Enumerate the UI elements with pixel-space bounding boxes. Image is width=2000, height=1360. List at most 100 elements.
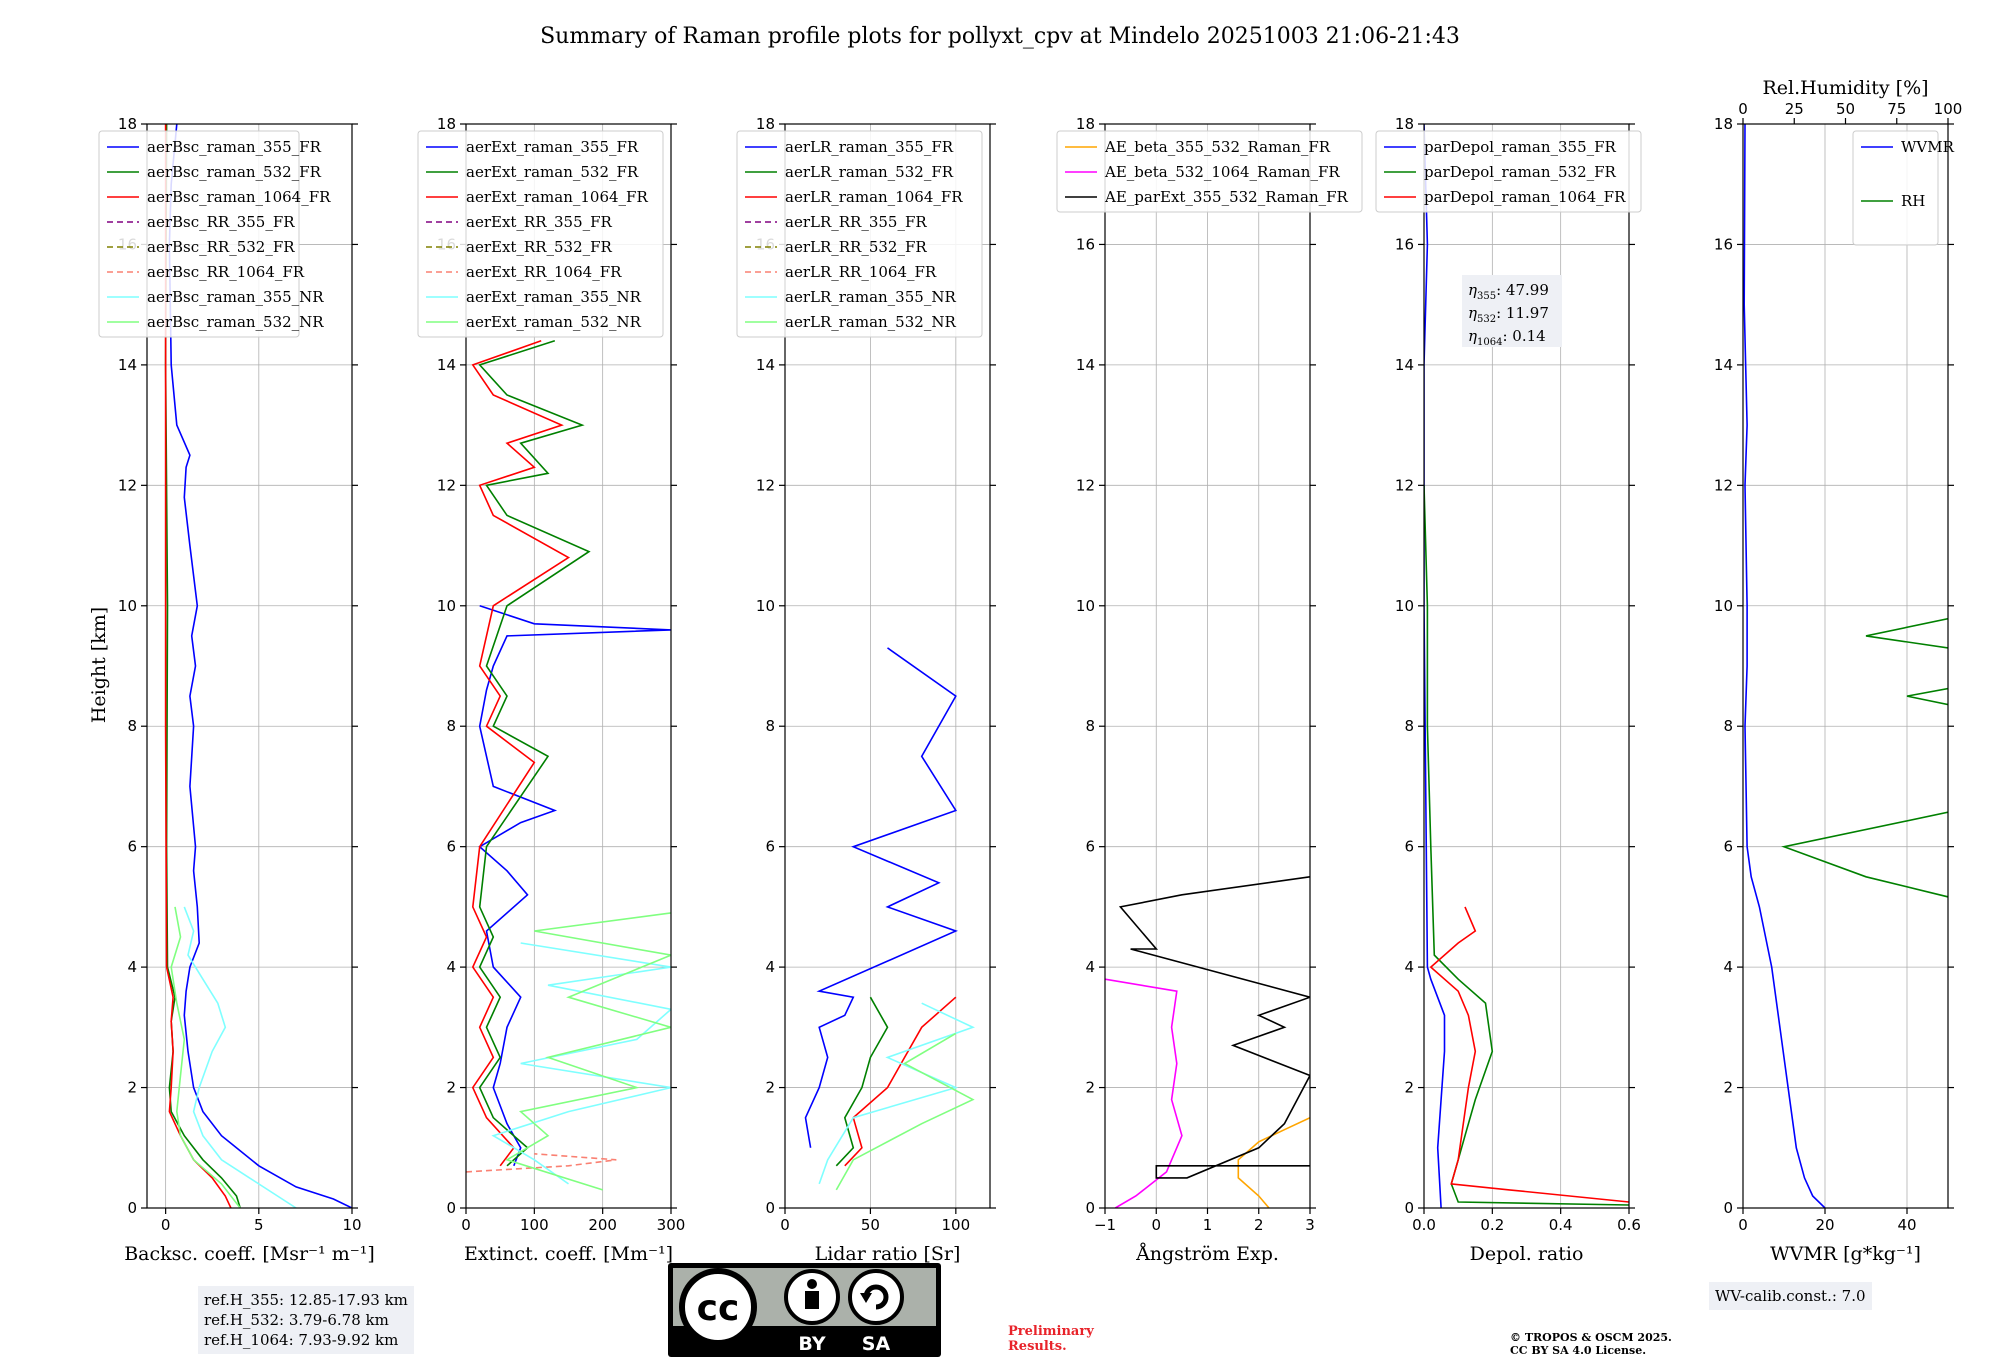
y-tick-label: 14 (1714, 356, 1733, 374)
y-tick-label: 4 (1085, 958, 1095, 976)
x-tick-label: 1 (1203, 1216, 1213, 1234)
legend-label: parDepol_raman_355_FR (1424, 138, 1617, 156)
y-tick-label: 2 (127, 1079, 137, 1097)
legend: aerBsc_raman_355_FR aerBsc_raman_532_FRae… (98, 130, 331, 338)
series-line-parDepol_raman_355_FR (1424, 124, 1446, 1208)
series-line-aerLR_raman_355_NR (818, 1002, 976, 1185)
x-tick-label: 0 (161, 1216, 171, 1234)
legend-label: AE_beta_532_1064_Raman_FR (1104, 163, 1340, 181)
y-tick-label: 6 (1404, 838, 1414, 856)
y-tick-label: 14 (118, 356, 137, 374)
preliminary-note: Preliminary Results. (1008, 1324, 1094, 1354)
x-tick-label: 50 (861, 1216, 880, 1234)
top-x-tick-label: 100 (1934, 100, 1963, 118)
legend-label: aerExt_raman_532_NR (466, 313, 642, 331)
preliminary-line-2: Results. (1008, 1339, 1067, 1354)
figure-title: Summary of Raman profile plots for polly… (540, 24, 1460, 49)
legend-label: aerExt_RR_355_FR (466, 213, 613, 231)
y-tick-label: 2 (1723, 1079, 1733, 1097)
y-tick-label: 12 (756, 476, 775, 494)
legend-label: aerLR_raman_355_NR (785, 288, 956, 306)
eta-value-355: η355: 47.99 (1468, 281, 1549, 302)
legend-label: RH (1901, 192, 1925, 210)
legend-label: aerExt_raman_355_NR (466, 288, 642, 306)
legend-label: aerLR_RR_532_FR (785, 238, 927, 256)
eta-box (1462, 275, 1562, 347)
y-tick-label: 2 (1085, 1079, 1095, 1097)
y-tick-label: 2 (765, 1079, 775, 1097)
ref-h-355: ref.H_355: 12.85-17.93 km (204, 1291, 408, 1309)
legend-label: aerLR_raman_355_FR (785, 138, 954, 156)
series-line-aerBsc_raman_532_NR (170, 906, 241, 1208)
y-tick-label: 6 (1723, 838, 1733, 856)
y-tick-label: 2 (1404, 1079, 1414, 1097)
y-tick-label: 14 (1395, 356, 1414, 374)
legend-label: aerBsc_RR_532_FR (147, 238, 295, 256)
axes-frame (146, 123, 353, 1209)
by-label: BY (798, 1333, 825, 1355)
copyright-note: © TROPOS & OSCM 2025. CC BY SA 4.0 Licen… (1510, 1331, 1672, 1357)
top-axis-label: Rel.Humidity [%] (1762, 77, 1928, 99)
series-line-WVMR (1743, 124, 1826, 1208)
series-line-aerLR_raman_1064_FR (844, 996, 957, 1167)
ref-h-532: ref.H_532: 3.79-6.78 km (204, 1311, 389, 1329)
legend: aerExt_raman_355_FR aerExt_raman_532_FRae… (417, 130, 664, 338)
x-axis-label: Depol. ratio (1470, 1243, 1584, 1265)
series-line-aerExt_RR_1064_FR (466, 1153, 617, 1173)
y-tick-label: 8 (1085, 717, 1095, 735)
y-tick-label: 0 (1404, 1199, 1414, 1217)
y-tick-label: 10 (1714, 597, 1733, 615)
y-tick-label: 6 (446, 838, 456, 856)
series-line-aerLR_raman_355_FR (804, 647, 958, 1148)
ref-h-1064: ref.H_1064: 7.93-9.92 km (204, 1331, 399, 1349)
y-tick-label: 8 (446, 717, 456, 735)
y-tick-label: 14 (756, 356, 775, 374)
copyright-line-2: CC BY SA 4.0 License. (1510, 1344, 1647, 1357)
y-tick-label: 8 (127, 717, 137, 735)
legend-label: aerExt_RR_1064_FR (466, 263, 622, 281)
y-tick-label: 6 (765, 838, 775, 856)
x-tick-label: 0 (1151, 1216, 1161, 1234)
panel-backscatter: 0246810121416180510Backsc. coeff. [Msr⁻¹… (98, 115, 375, 1265)
x-tick-label: −1 (1094, 1216, 1116, 1234)
legend-label: aerExt_raman_1064_FR (466, 188, 648, 206)
y-tick-label: 14 (437, 356, 456, 374)
top-x-tick-label: 0 (1738, 100, 1748, 118)
panel-wv: 0 2 4 6 8 10 12 14 16 18 0 20 40 WVMR [g*kg⁻¹] 0 25 50 75… (1714, 77, 1963, 1265)
x-tick-label: 20 (1815, 1216, 1834, 1234)
series-line-AE_beta_532_1064_Raman_FR (1105, 978, 1183, 1208)
top-x-tick-label: 25 (1785, 100, 1804, 118)
y-tick-label: 0 (446, 1199, 456, 1217)
y-tick-label: 16 (1076, 235, 1095, 253)
y-tick-label: 4 (127, 958, 137, 976)
series-line-AE_beta_355_532_Raman_FR (1237, 1116, 1310, 1208)
axes-frame (784, 123, 991, 1209)
y-tick-label: 8 (1723, 717, 1733, 735)
y-tick-label: 18 (1076, 115, 1095, 133)
y-tick-label: 12 (1395, 476, 1414, 494)
y-tick-label: 8 (765, 717, 775, 735)
y-tick-label: 14 (1076, 356, 1095, 374)
x-axis-label: Lidar ratio [Sr] (815, 1243, 961, 1265)
wv-calib-text: WV-calib.const.: 7.0 (1715, 1287, 1866, 1305)
reference-heights-box: ref.H_355: 12.85-17.93 km ref.H_532: 3.7… (198, 1286, 414, 1354)
y-tick-label: 12 (1714, 476, 1733, 494)
series-line-parDepol_raman_1064_FR (1429, 906, 1629, 1203)
y-tick-label: 16 (1714, 235, 1733, 253)
y-axis-label: Height [km] (88, 607, 110, 723)
x-tick-label: 300 (657, 1216, 686, 1234)
y-tick-label: 18 (1395, 115, 1414, 133)
sa-label: SA (862, 1333, 891, 1355)
series-line-parDepol_raman_532_FR (1424, 485, 1629, 1206)
legend-label: parDepol_raman_532_FR (1424, 163, 1617, 181)
legend-label: aerBsc_raman_355_NR (147, 288, 324, 306)
y-tick-label: 10 (118, 597, 137, 615)
x-tick-label: 2 (1254, 1216, 1264, 1234)
axes-frame (465, 123, 672, 1209)
series-line-RH (1781, 617, 1948, 898)
legend-label: AE_beta_355_532_Raman_FR (1104, 138, 1331, 156)
legend-label: AE_parExt_355_532_Raman_FR (1104, 188, 1349, 206)
x-axis-label: Backsc. coeff. [Msr⁻¹ m⁻¹] (124, 1243, 375, 1265)
x-tick-label: 3 (1305, 1216, 1315, 1234)
legend-label: aerLR_RR_1064_FR (785, 263, 937, 281)
